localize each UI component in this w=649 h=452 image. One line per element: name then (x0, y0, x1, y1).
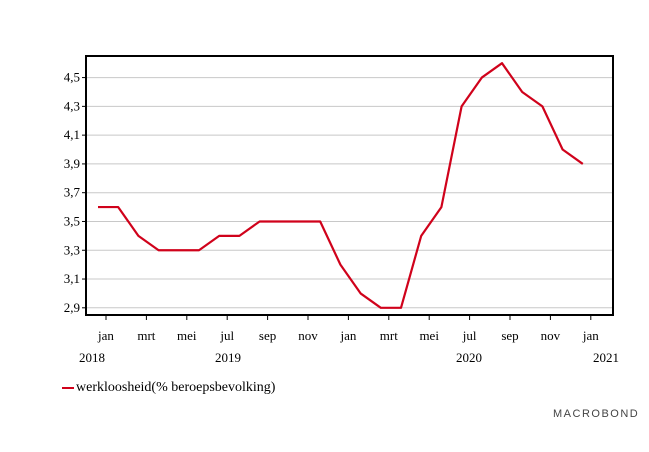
x-tick-label: mei (177, 328, 197, 343)
series-line (98, 62, 584, 309)
y-tick-label: 4,5 (64, 70, 80, 85)
y-tick-label: 4,3 (64, 98, 80, 113)
x-axis: jan mrt mei jul sep nov jan mrt mei jul sep nov jan 2… (79, 315, 619, 365)
x-tick-label: sep (501, 328, 518, 343)
y-tick-label: 2,9 (64, 300, 80, 315)
y-tick-label: 3,7 (64, 185, 81, 200)
x-tick-label: nov (541, 328, 561, 343)
x-tick-label: jan (97, 328, 114, 343)
x-tick-label: sep (259, 328, 276, 343)
y-tick-label: 3,1 (64, 271, 80, 286)
x-year-label: 2018 (79, 350, 105, 365)
y-tick-label: 3,9 (64, 156, 80, 171)
x-tick-label: jan (339, 328, 356, 343)
x-year-label: 2019 (215, 350, 241, 365)
y-tick-label: 3,3 (64, 242, 80, 257)
x-tick-label: nov (298, 328, 318, 343)
x-tick-label: jul (462, 328, 477, 343)
legend: werkloosheid(% beroepsbevolking) (62, 380, 275, 396)
x-tick-label: mei (419, 328, 439, 343)
x-tick-label: jan (582, 328, 599, 343)
y-tick-label: 4,1 (64, 127, 80, 142)
y-axis: 2,9 3,1 3,3 3,5 3,7 3,9 4,1 4,3 4,5 (64, 70, 86, 315)
series-group (98, 62, 584, 309)
plot-frame (85, 55, 614, 316)
x-year-label: 2020 (456, 350, 482, 365)
y-tick-label: 3,5 (64, 213, 80, 228)
legend-label: werkloosheid(% beroepsbevolking) (76, 380, 276, 395)
grid-lines (86, 77, 613, 309)
x-year-label: 2021 (593, 350, 619, 365)
brand-logo: MACROBOND (553, 408, 640, 420)
x-tick-label: mrt (137, 328, 155, 343)
x-tick-label: mrt (380, 328, 398, 343)
x-tick-label: jul (219, 328, 234, 343)
legend-swatch (62, 387, 74, 389)
